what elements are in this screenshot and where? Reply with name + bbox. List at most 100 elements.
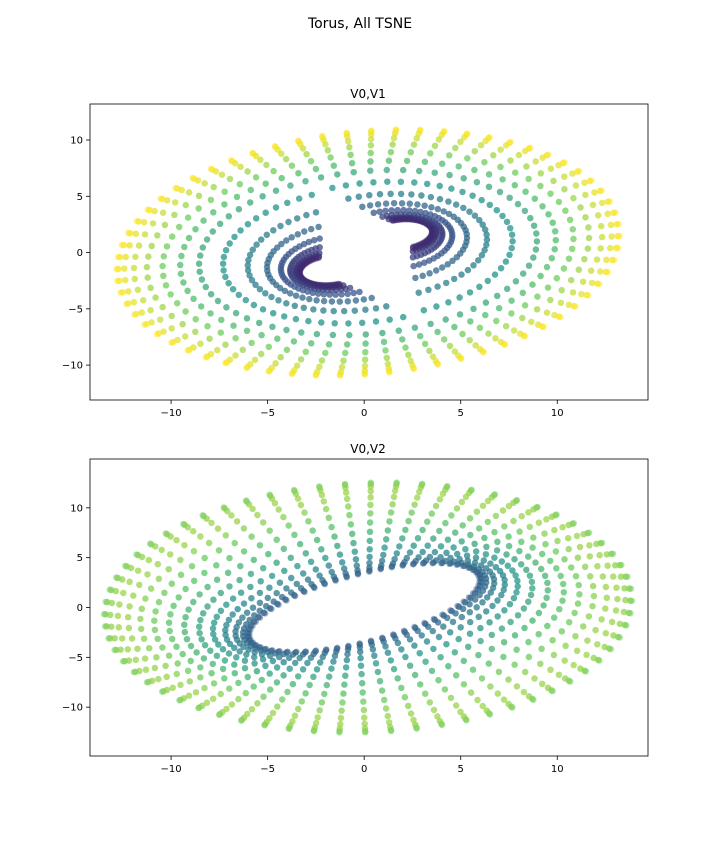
- scatter-point: [537, 272, 544, 280]
- scatter-point: [483, 236, 491, 243]
- x-tick-label: 5: [458, 764, 464, 775]
- scatter-point: [207, 310, 214, 317]
- scatter-point: [506, 601, 514, 608]
- scatter-point: [499, 176, 506, 183]
- scatter-point: [570, 302, 577, 310]
- scatter-point: [560, 580, 567, 588]
- scatter-point: [430, 645, 437, 653]
- scatter-point: [250, 150, 257, 157]
- scatter-point: [442, 519, 449, 527]
- scatter-point: [366, 546, 373, 553]
- scatter-point: [613, 584, 620, 591]
- scatter-point: [449, 618, 457, 626]
- scatter-point: [341, 307, 348, 315]
- scatter-point: [514, 577, 521, 585]
- scatter-point: [544, 579, 551, 587]
- scatter-point: [456, 311, 464, 318]
- scatter-point: [507, 618, 514, 626]
- scatter-point: [414, 201, 421, 208]
- scatter-point: [130, 264, 138, 272]
- scatter-point: [562, 642, 569, 649]
- scatter-point: [134, 567, 142, 574]
- x-tick-label: −10: [161, 764, 182, 775]
- scatter-point: [163, 243, 171, 250]
- scatter-point: [216, 711, 224, 718]
- scatter-point: [240, 643, 247, 650]
- scatter-point: [478, 675, 486, 682]
- scatter-point: [527, 214, 534, 222]
- scatter-point: [316, 363, 323, 370]
- scatter-point: [585, 613, 593, 620]
- scatter-point: [198, 636, 205, 643]
- scatter-point: [378, 557, 386, 565]
- scatter-point: [320, 307, 327, 314]
- scatter-point: [199, 244, 206, 251]
- scatter-point: [238, 716, 246, 724]
- scatter-point: [512, 572, 519, 579]
- scatter-point: [585, 224, 592, 231]
- scatter-point: [499, 507, 507, 514]
- scatter-point: [240, 525, 248, 532]
- scatter-point: [583, 651, 590, 659]
- scatter-point: [325, 341, 333, 348]
- scatter-point: [499, 212, 506, 220]
- scatter-point: [207, 291, 215, 298]
- scatter-point: [463, 552, 471, 559]
- scatter-point: [545, 211, 552, 218]
- scatter-point: [359, 680, 366, 687]
- scatter-point: [319, 133, 326, 141]
- scatter-point: [550, 177, 557, 185]
- scatter-point: [247, 570, 255, 578]
- scatter-point: [444, 536, 452, 543]
- scatter-point: [491, 271, 499, 278]
- scatter-point: [300, 570, 307, 577]
- scatter-point: [312, 209, 320, 216]
- scatter-point: [182, 201, 189, 209]
- scatter-point: [467, 487, 475, 494]
- scatter-point: [121, 265, 128, 272]
- scatter-point: [288, 234, 295, 241]
- scatter-point: [124, 646, 131, 653]
- scatter-point: [435, 677, 442, 684]
- scatter-point: [501, 607, 508, 614]
- scatter-point: [339, 559, 346, 566]
- scatter-point: [487, 560, 494, 567]
- scatter-point: [144, 571, 151, 578]
- scatter-point: [325, 562, 332, 569]
- scatter-point: [237, 589, 245, 596]
- scatter-point: [537, 660, 544, 667]
- scatter-point: [497, 265, 505, 272]
- scatter-point: [476, 283, 483, 290]
- scatter-point: [147, 585, 155, 592]
- scatter-point: [131, 275, 138, 283]
- scatter-point: [294, 562, 301, 570]
- scatter-point: [125, 300, 132, 307]
- scatter-point: [210, 183, 217, 191]
- scatter-point: [486, 710, 493, 717]
- scatter-point: [258, 676, 265, 684]
- scatter-point: [277, 354, 284, 361]
- scatter-point: [421, 158, 429, 165]
- scatter-point: [351, 548, 358, 555]
- scatter-point: [482, 551, 490, 558]
- scatter-point: [586, 542, 593, 549]
- scatter-point: [280, 513, 287, 521]
- scatter-point: [141, 231, 149, 238]
- figure-title: Torus, All TSNE: [307, 16, 412, 32]
- scatter-point: [151, 617, 158, 624]
- scatter-point: [410, 542, 417, 549]
- scatter-point: [316, 235, 323, 242]
- scatter-point: [477, 637, 484, 645]
- y-tick-label: 5: [77, 553, 83, 564]
- scatter-point: [382, 643, 389, 650]
- scatter-point: [256, 542, 264, 549]
- scatter-point: [372, 305, 380, 312]
- scatter-point: [249, 505, 256, 513]
- scatter-point: [448, 512, 455, 519]
- scatter-point: [359, 689, 366, 696]
- scatter-point: [544, 587, 551, 594]
- scatter-point: [432, 502, 440, 510]
- scatter-point: [479, 502, 487, 509]
- scatter-point: [525, 638, 532, 646]
- scatter-point: [472, 342, 479, 349]
